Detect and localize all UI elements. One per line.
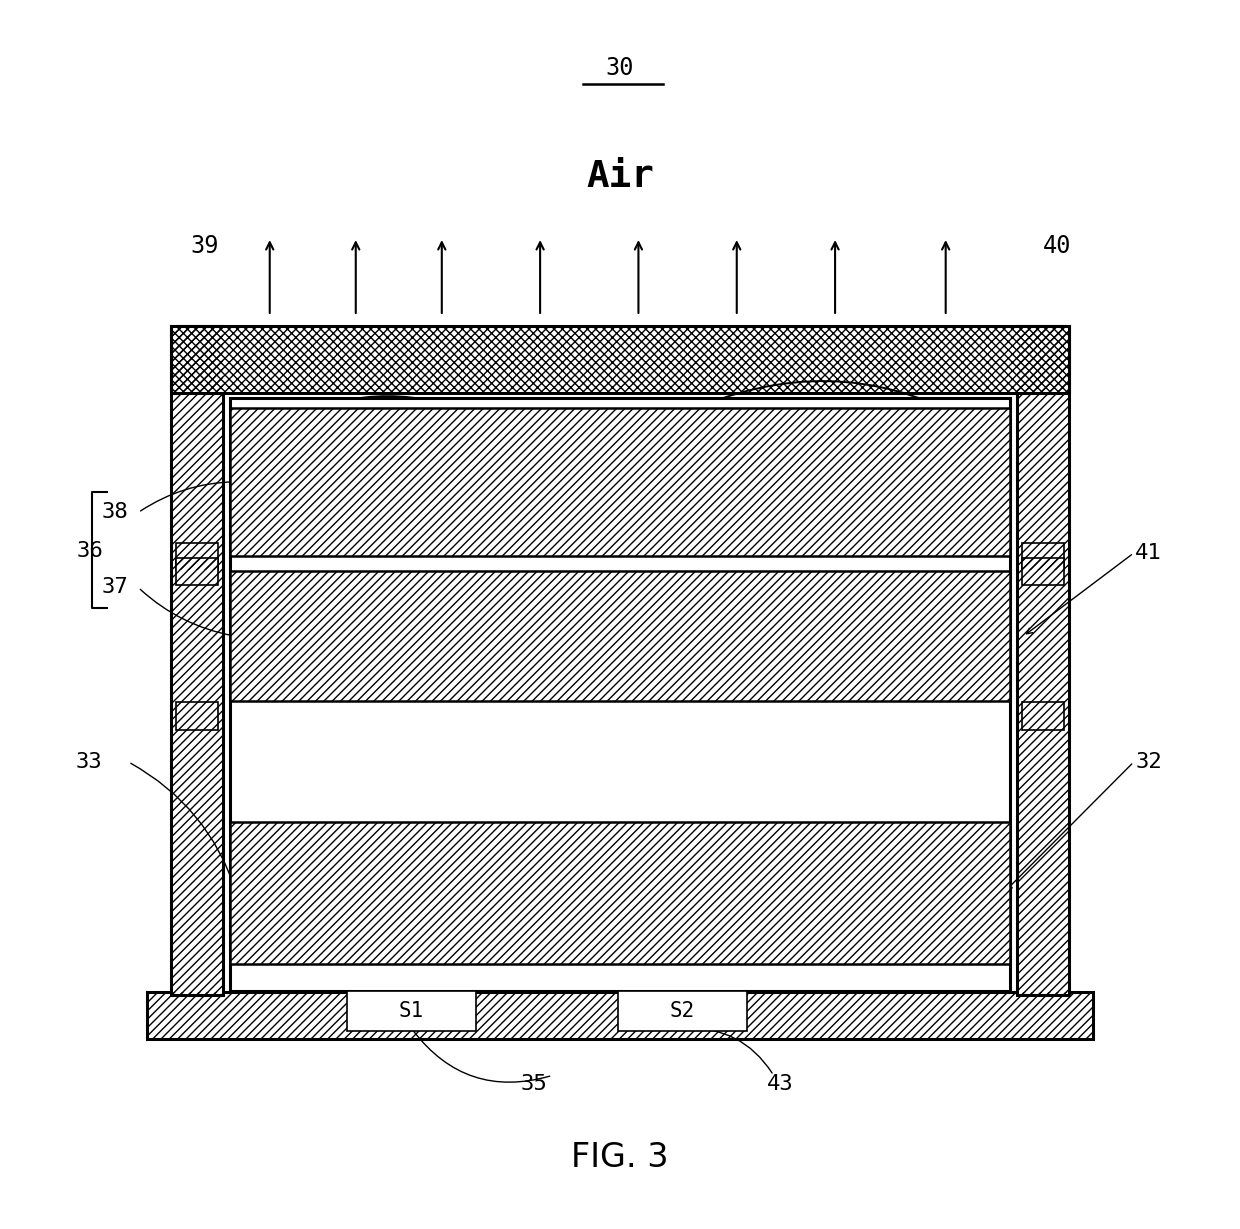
Bar xyxy=(1022,543,1064,570)
Bar xyxy=(347,991,476,1031)
Text: 32: 32 xyxy=(1135,752,1162,772)
Bar xyxy=(171,326,223,995)
Bar xyxy=(176,558,218,585)
Bar xyxy=(1022,543,1064,570)
Text: 30: 30 xyxy=(606,55,634,80)
Bar xyxy=(1022,703,1064,730)
Text: FIG. 3: FIG. 3 xyxy=(572,1142,668,1174)
Bar xyxy=(618,991,746,1031)
Text: 36: 36 xyxy=(77,541,103,560)
Bar xyxy=(231,408,1009,556)
Bar xyxy=(231,571,1009,702)
Bar xyxy=(171,326,223,995)
Bar xyxy=(146,992,1094,1039)
Bar xyxy=(1022,558,1064,585)
Text: 43: 43 xyxy=(766,1074,794,1094)
Bar xyxy=(231,408,1009,556)
Text: 37: 37 xyxy=(102,578,128,597)
Text: 39: 39 xyxy=(191,234,218,258)
Text: S1: S1 xyxy=(399,1000,424,1021)
Bar xyxy=(231,571,1009,702)
Bar xyxy=(223,393,1017,995)
Bar xyxy=(1017,326,1069,995)
Bar xyxy=(171,326,1069,393)
Bar xyxy=(176,543,218,570)
Bar xyxy=(1022,703,1064,730)
Bar xyxy=(176,703,218,730)
Bar xyxy=(176,558,218,585)
Bar xyxy=(1017,326,1069,995)
Text: Air: Air xyxy=(587,159,653,195)
Bar xyxy=(231,822,1009,964)
Bar xyxy=(231,398,1009,991)
Bar xyxy=(176,543,218,570)
Text: 41: 41 xyxy=(1135,543,1162,563)
Bar xyxy=(171,326,1069,393)
Bar xyxy=(231,822,1009,964)
Text: 40: 40 xyxy=(1043,234,1071,258)
Text: S2: S2 xyxy=(670,1000,694,1021)
Bar xyxy=(146,992,1094,1039)
Text: 33: 33 xyxy=(76,752,103,772)
Bar xyxy=(176,703,218,730)
Bar xyxy=(1022,558,1064,585)
Text: 35: 35 xyxy=(521,1074,547,1094)
Text: 38: 38 xyxy=(102,503,128,522)
